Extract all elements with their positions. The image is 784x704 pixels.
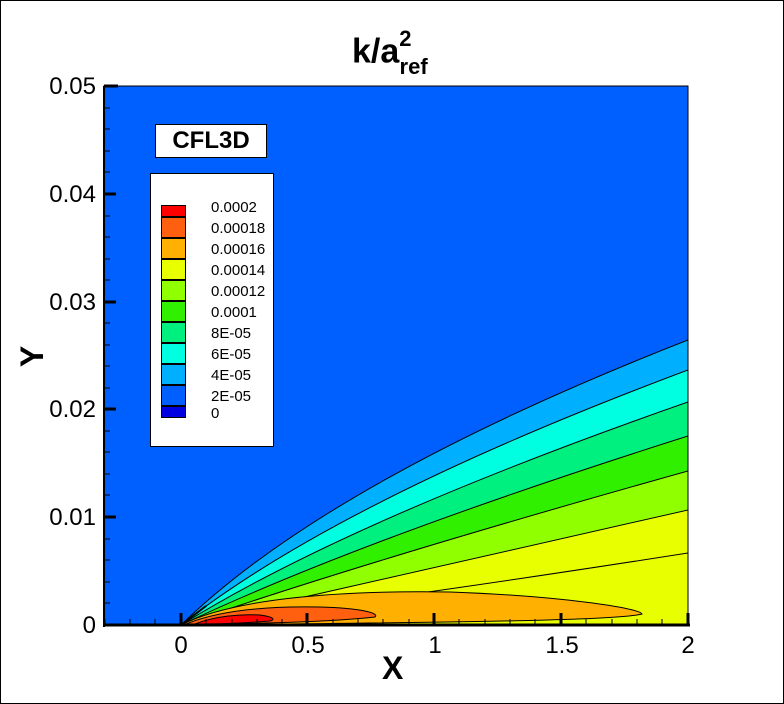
- x-tick-2: 2: [681, 632, 695, 659]
- legend-swatch: [161, 205, 186, 217]
- legend-swatch: [161, 238, 186, 259]
- lobe-0-0002: [194, 614, 274, 625]
- y-major-ticks: [104, 192, 116, 519]
- legend-entry: 2E-05: [161, 385, 271, 406]
- legend-entry: 0.0001: [161, 301, 271, 322]
- x-major-ticks: [179, 613, 690, 625]
- color-legend: 0.0002 0.00018 0.00016 0.00014 0.00012 0…: [150, 173, 274, 447]
- y-tick-0-02: 0.02: [49, 396, 96, 423]
- chart-title: k/a2 ref: [352, 26, 428, 80]
- y-tick-0-05: 0.05: [49, 73, 96, 100]
- y-tick-0: 0: [82, 612, 96, 639]
- legend-swatch: [161, 343, 186, 364]
- title-superscript: 2: [399, 26, 412, 51]
- legend-swatch: [161, 280, 186, 301]
- legend-label: 4E-05: [211, 367, 252, 384]
- legend-label: 0.0002: [211, 199, 257, 216]
- legend-label: 0.00012: [211, 283, 266, 300]
- x-tick-0-5: 0.5: [291, 632, 325, 659]
- legend-swatch: [161, 385, 186, 406]
- x-axis-label: X: [382, 650, 404, 686]
- legend-swatch: [161, 364, 186, 385]
- x-tick-1-5: 1.5: [545, 632, 579, 659]
- y-tick-0-03: 0.03: [49, 289, 96, 316]
- legend-entry: 4E-05: [161, 364, 271, 385]
- x-minor-ticks: [104, 619, 663, 625]
- x-tick-1: 1: [428, 632, 442, 659]
- legend-swatch: [161, 217, 186, 238]
- y-minor-ticks: [104, 107, 110, 604]
- legend-label: 0.00018: [211, 220, 266, 237]
- legend-entry: 0.00014: [161, 259, 271, 280]
- solver-badge: CFL3D: [155, 124, 267, 158]
- legend-label: 0: [211, 405, 220, 422]
- legend-swatch: [161, 322, 186, 343]
- legend-entry: 0.00012: [161, 280, 271, 301]
- title-main: k/a: [352, 32, 400, 71]
- legend-label: 8E-05: [211, 325, 252, 342]
- x-tick-0: 0: [174, 632, 188, 659]
- legend-label: 2E-05: [211, 388, 252, 405]
- legend-entry: 6E-05: [161, 343, 271, 364]
- y-tick-0-01: 0.01: [49, 504, 96, 531]
- legend-swatch: [161, 406, 186, 418]
- legend-swatch: [161, 301, 186, 322]
- legend-swatch: [161, 259, 186, 280]
- legend-label: 0.00016: [211, 241, 266, 258]
- legend-label: 0.00014: [211, 262, 266, 279]
- legend-entry: 0: [161, 405, 271, 427]
- legend-entry: 0.00018: [161, 217, 271, 238]
- y-tick-0-04: 0.04: [49, 181, 96, 208]
- legend-label: 0.0001: [211, 304, 257, 321]
- title-subscript: ref: [399, 54, 428, 80]
- legend-entry: 0.0002: [161, 196, 271, 217]
- legend-entry: 8E-05: [161, 322, 271, 343]
- y-axis-label: Y: [14, 345, 51, 368]
- legend-label: 6E-05: [211, 346, 252, 363]
- origin-lines: [180, 605, 207, 625]
- legend-entry: 0.00016: [161, 238, 271, 259]
